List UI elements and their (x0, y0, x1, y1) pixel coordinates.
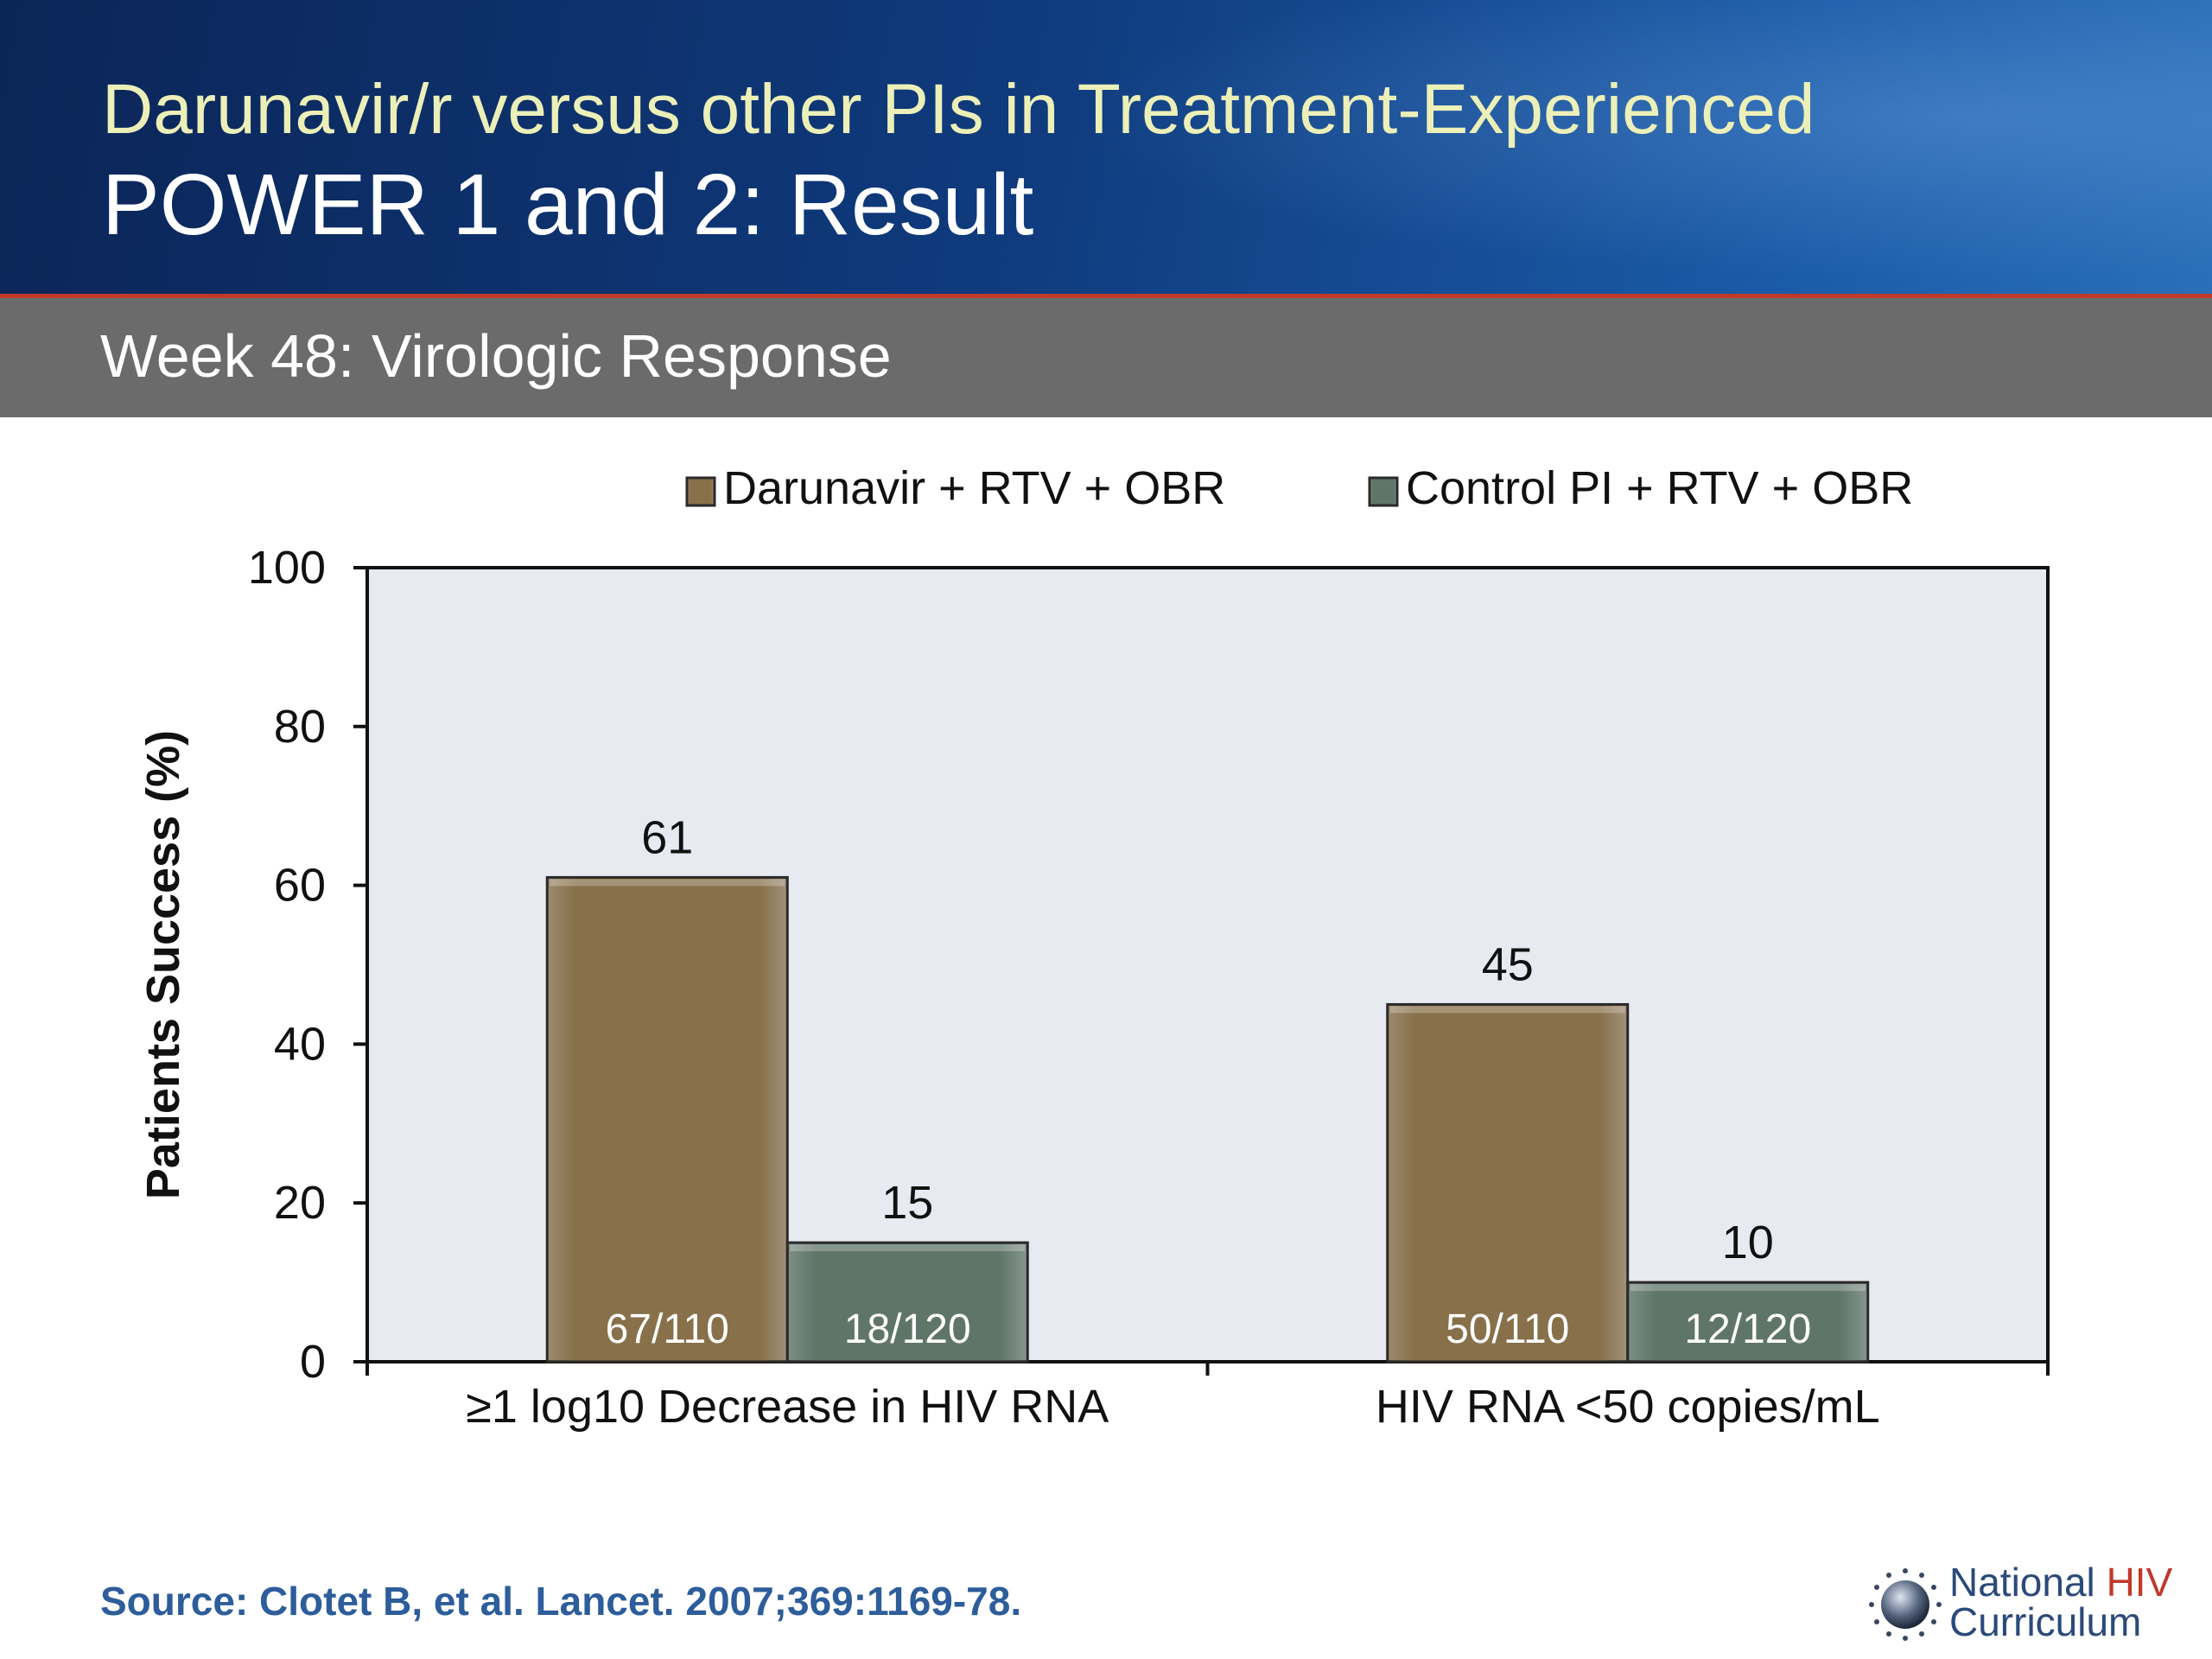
bar-highlight (1630, 1284, 1866, 1292)
logo-globe-icon (1869, 1568, 1942, 1641)
legend-label: Control PI + RTV + OBR (1406, 462, 1913, 514)
subtitle-bar (0, 298, 2212, 417)
legend-swatch (685, 476, 716, 507)
x-category-label: HIV RNA <50 copies/mL (1376, 1381, 1880, 1433)
bar (785, 1241, 1029, 1363)
slide-title-line2: POWER 1 and 2: Result (102, 156, 1034, 253)
slide-title-line1: Darunavir/r versus other PIs in Treatmen… (102, 70, 1815, 149)
y-axis-label: Patients Success (%) (137, 730, 189, 1199)
y-tick-label: 0 (300, 1336, 326, 1388)
bar-count-label: 50/110 (1446, 1306, 1569, 1352)
x-category-label: ≥1 log10 Decrease in HIV RNA (466, 1381, 1109, 1433)
bar-value-label: 61 (641, 811, 693, 863)
header-divider (0, 294, 2212, 298)
y-tick-label: 20 (274, 1177, 326, 1229)
bar-highlight (1389, 1006, 1625, 1014)
y-tick-label: 100 (248, 542, 326, 594)
legend-swatch (1368, 476, 1399, 507)
logo-word-national: National (1949, 1560, 2095, 1605)
slide-header: Darunavir/r versus other PIs in Treatmen… (0, 0, 2212, 294)
logo-text: National HIV Curriculum (1949, 1562, 2172, 1642)
bar-value-label: 10 (1722, 1217, 1774, 1268)
bar (1626, 1281, 1870, 1363)
bar-count-label: 12/120 (1684, 1306, 1811, 1352)
bar-count-label: 67/110 (606, 1306, 729, 1352)
bar-value-label: 15 (881, 1177, 933, 1229)
logo-word-hiv: HIV (2106, 1560, 2173, 1605)
y-tick-label: 40 (274, 1018, 326, 1070)
header-glow (1002, 0, 2212, 294)
national-hiv-curriculum-logo: National HIV Curriculum (1866, 1562, 2195, 1649)
y-tick-label: 80 (274, 701, 326, 753)
logo-word-curriculum: Curriculum (1949, 1599, 2142, 1644)
legend-label: Darunavir + RTV + OBR (723, 462, 1225, 514)
bar (1386, 1002, 1630, 1363)
source-citation: Source: Clotet B, et al. Lancet. 2007;36… (100, 1579, 1022, 1624)
bar-count-label: 18/120 (844, 1306, 971, 1352)
bar-value-label: 45 (1482, 938, 1534, 990)
bar (545, 875, 789, 1363)
bar-chart: 0 20 40 60 80 100 Patients Success (%) ≥1 log10… (137, 462, 2050, 1433)
y-tick-label: 60 (274, 860, 326, 912)
slide-subtitle: Week 48: Virologic Response (100, 322, 892, 390)
bar-highlight (790, 1244, 1026, 1252)
bar-highlight (550, 879, 785, 887)
